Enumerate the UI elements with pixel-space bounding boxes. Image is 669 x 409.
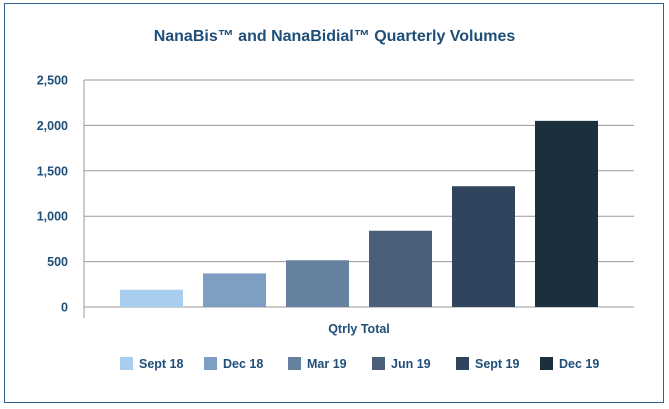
legend-label: Sept 18: [139, 357, 184, 371]
bar: [120, 289, 183, 307]
legend-swatch: [540, 357, 553, 370]
legend-label: Mar 19: [307, 357, 347, 371]
x-category-label: Qtrly Total: [328, 322, 390, 336]
legend-label: Dec 18: [223, 357, 263, 371]
y-tick-label: 500: [47, 255, 68, 269]
bar: [535, 120, 598, 307]
legend-swatch: [204, 357, 217, 370]
bar: [369, 230, 432, 307]
legend-label: Sept 19: [475, 357, 520, 371]
bar: [203, 273, 266, 307]
legend-swatch: [372, 357, 385, 370]
legend-swatch: [120, 357, 133, 370]
y-tick-label: 1,500: [37, 164, 68, 178]
legend-label: Dec 19: [559, 357, 599, 371]
legend-swatch: [456, 357, 469, 370]
bars: [120, 120, 598, 307]
chart-title: NanaBis™ and NanaBidial™ Quarterly Volum…: [153, 28, 516, 45]
y-tick-label: 0: [61, 301, 68, 315]
bar: [452, 186, 515, 307]
legend-label: Jun 19: [391, 357, 431, 371]
y-axis-ticks: 0 500 1,000 1,500 2,000 2,500: [37, 74, 68, 315]
legend-swatch: [288, 357, 301, 370]
y-tick-label: 2,500: [37, 74, 68, 88]
bar: [286, 260, 349, 307]
y-tick-label: 2,000: [37, 119, 68, 133]
legend: Sept 18 Dec 18 Mar 19 Jun 19 Sept 19 Dec 19: [120, 357, 599, 371]
y-tick-label: 1,000: [37, 210, 68, 224]
